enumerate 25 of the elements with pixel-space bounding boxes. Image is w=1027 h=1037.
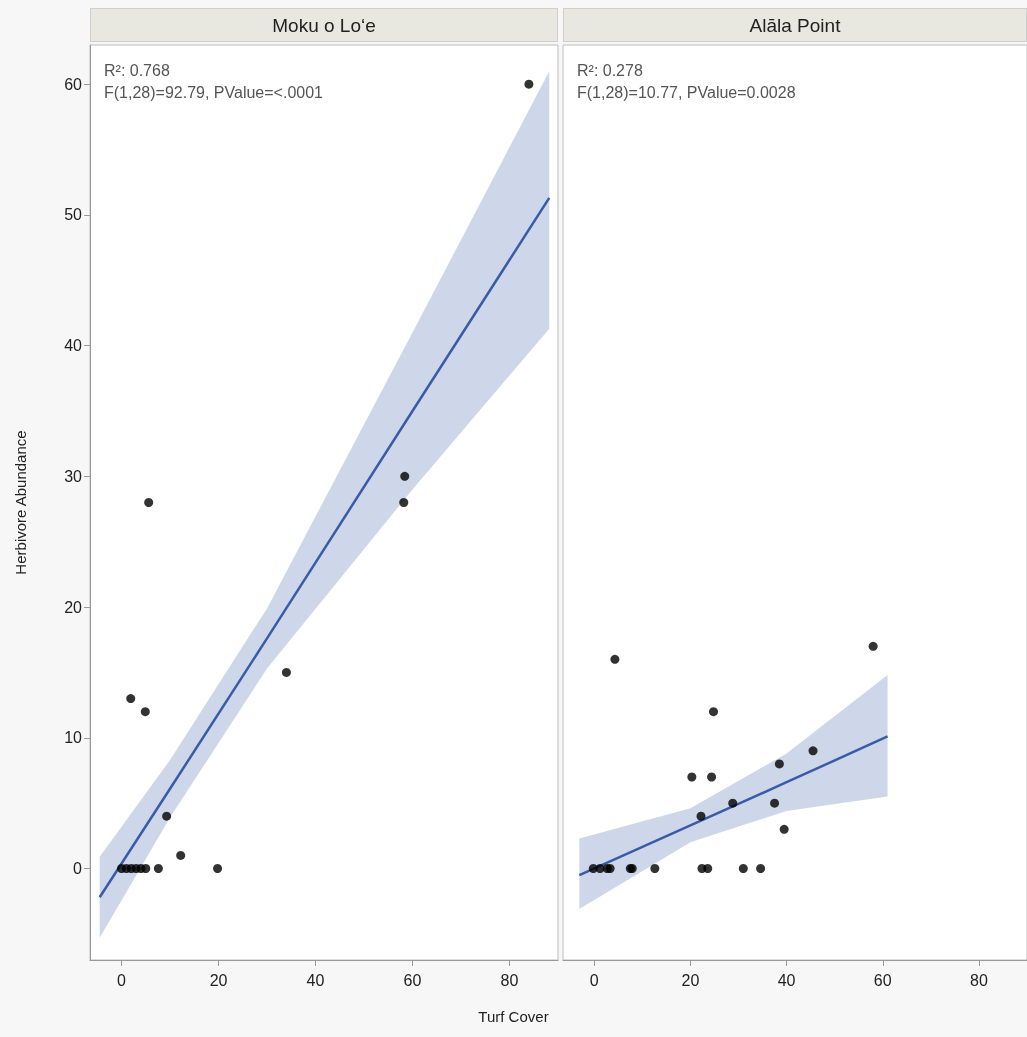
x-tick-label: 40 bbox=[306, 971, 325, 989]
y-tick-label: 40 bbox=[64, 337, 83, 355]
x-tick-label: 60 bbox=[403, 971, 422, 989]
y-tick-label: 50 bbox=[64, 206, 83, 224]
annotation: F(1,28)=92.79, PValue=<.0001 bbox=[104, 83, 324, 101]
y-tick-label: 30 bbox=[64, 467, 83, 485]
x-tick-label: 60 bbox=[873, 971, 892, 989]
x-tick-label: 0 bbox=[117, 971, 127, 989]
y-tick-label: 20 bbox=[64, 598, 83, 616]
x-tick-label: 80 bbox=[500, 971, 519, 989]
x-tick-label: 0 bbox=[589, 971, 599, 989]
x-tick-label: 20 bbox=[209, 971, 228, 989]
y-tick-label: 0 bbox=[73, 860, 83, 877]
annotation: R²: 0.768 bbox=[104, 61, 170, 79]
chart-title: Moku o Loʻe bbox=[90, 8, 558, 42]
x-tick-label: 80 bbox=[970, 971, 988, 989]
annotation: R²: 0.278 bbox=[577, 61, 643, 79]
y-tick-label: 10 bbox=[64, 729, 83, 747]
x-tick-label: 20 bbox=[681, 971, 700, 989]
y-axis-title: Herbivore Abundance bbox=[12, 430, 29, 575]
x-axis-title: Turf Cover bbox=[477, 1008, 550, 1025]
x-tick-label: 40 bbox=[777, 971, 796, 989]
y-tick-label: 60 bbox=[64, 75, 83, 93]
chart-title: Alāla Point bbox=[563, 8, 1027, 42]
annotation: F(1,28)=10.77, PValue=0.0028 bbox=[577, 83, 796, 101]
